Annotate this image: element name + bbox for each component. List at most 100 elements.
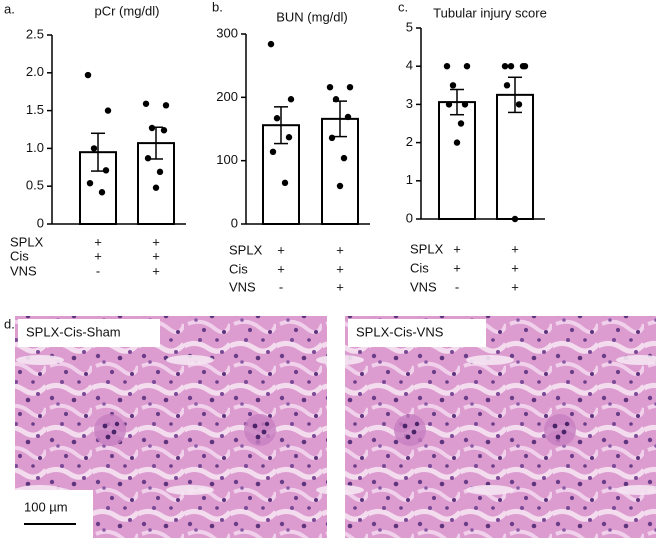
data-point <box>148 124 156 132</box>
condition-sign: + <box>94 234 102 249</box>
data-point <box>336 182 344 190</box>
bar <box>438 101 476 220</box>
condition-sign: + <box>94 248 102 263</box>
y-tick-label: 300 <box>216 25 238 40</box>
condition-sign: + <box>511 260 519 275</box>
condition-label: Cis <box>229 261 248 276</box>
data-point <box>162 102 170 109</box>
data-point <box>344 113 352 121</box>
y-tick-label: 0.5 <box>26 178 44 193</box>
condition-sign: + <box>511 279 519 294</box>
data-point <box>507 62 515 70</box>
data-point <box>503 82 511 89</box>
data-point <box>86 179 94 187</box>
y-tick-label: 1.5 <box>26 102 44 117</box>
data-point <box>267 40 275 48</box>
condition-sign: + <box>453 241 461 256</box>
data-point <box>144 155 152 162</box>
chart-title: pCr (mg/dl) <box>94 3 159 18</box>
panel-label: b. <box>212 0 223 14</box>
data-point <box>160 127 168 134</box>
condition-sign: + <box>336 261 344 276</box>
data-point <box>98 189 106 196</box>
scale-bar-box <box>15 490 93 538</box>
data-point <box>285 134 293 141</box>
condition-label: Cis <box>10 248 29 263</box>
condition-sign: + <box>453 260 461 275</box>
condition-label: Cis <box>410 260 429 275</box>
condition-label: SPLX <box>410 241 444 256</box>
data-point <box>142 100 150 107</box>
data-point <box>104 107 112 114</box>
y-tick-label: 1 <box>406 172 413 187</box>
condition-sign: + <box>336 242 344 257</box>
data-point <box>269 148 277 155</box>
histology-panel: d. SPLX-Cis-Sham SPLX-Cis-VNS 100 µm <box>4 316 656 538</box>
data-point <box>461 101 469 108</box>
y-tick-label: 1.0 <box>26 140 44 155</box>
data-point <box>463 62 471 70</box>
data-point <box>346 84 354 91</box>
chart-title: Tubular injury score <box>433 5 547 20</box>
data-point <box>102 167 110 174</box>
data-point <box>90 145 98 152</box>
y-tick-label: 100 <box>216 152 238 167</box>
data-point <box>340 154 348 162</box>
condition-label: VNS <box>410 279 437 294</box>
y-tick-label: 200 <box>216 89 238 104</box>
image-label-box <box>348 319 486 347</box>
data-point <box>281 179 289 187</box>
data-point <box>273 115 281 122</box>
y-tick-label: 2.0 <box>26 64 44 79</box>
histology-texture <box>345 316 656 538</box>
image-label-box <box>18 319 160 347</box>
condition-sign: + <box>152 263 160 278</box>
data-point <box>287 96 295 103</box>
y-tick-label: 0 <box>406 210 413 225</box>
data-point <box>443 62 451 70</box>
bar <box>496 93 534 220</box>
data-point <box>328 134 336 142</box>
y-tick-label: 3 <box>406 96 413 111</box>
condition-sign: - <box>455 279 459 294</box>
condition-sign: + <box>152 248 160 263</box>
data-point <box>445 101 453 108</box>
panel-label: a. <box>4 1 15 16</box>
data-point <box>501 62 509 70</box>
image-label: SPLX-Cis-VNS <box>356 324 444 339</box>
condition-sign: - <box>96 263 100 278</box>
data-point <box>453 139 461 146</box>
condition-sign: + <box>152 234 160 249</box>
data-point <box>457 120 465 127</box>
data-point <box>152 184 160 191</box>
condition-sign: + <box>277 261 285 276</box>
condition-label: SPLX <box>229 242 263 257</box>
panel-label: d. <box>4 316 15 331</box>
y-tick-label: 2.5 <box>26 26 44 41</box>
data-point <box>515 101 523 108</box>
condition-label: VNS <box>10 263 37 278</box>
condition-sign: + <box>277 242 285 257</box>
y-tick-label: 0 <box>231 215 238 230</box>
condition-sign: - <box>279 279 283 294</box>
y-tick-label: 2 <box>406 134 413 149</box>
data-point <box>519 62 527 70</box>
data-point <box>156 168 164 176</box>
panel-label: c. <box>398 0 408 14</box>
data-point <box>326 84 334 91</box>
y-tick-label: 4 <box>406 58 413 73</box>
condition-sign: + <box>511 241 519 256</box>
data-point <box>449 82 457 89</box>
image-label: SPLX-Cis-Sham <box>26 324 121 339</box>
y-tick-label: 0 <box>37 215 44 230</box>
data-point <box>511 215 519 223</box>
data-point <box>84 71 92 79</box>
chart-title: BUN (mg/dl) <box>276 9 348 24</box>
data-point <box>332 96 340 103</box>
scale-bar-label: 100 µm <box>24 499 68 514</box>
condition-label: SPLX <box>10 234 44 249</box>
y-tick-label: 5 <box>406 19 413 34</box>
condition-sign: + <box>336 279 344 294</box>
condition-label: VNS <box>229 279 256 294</box>
